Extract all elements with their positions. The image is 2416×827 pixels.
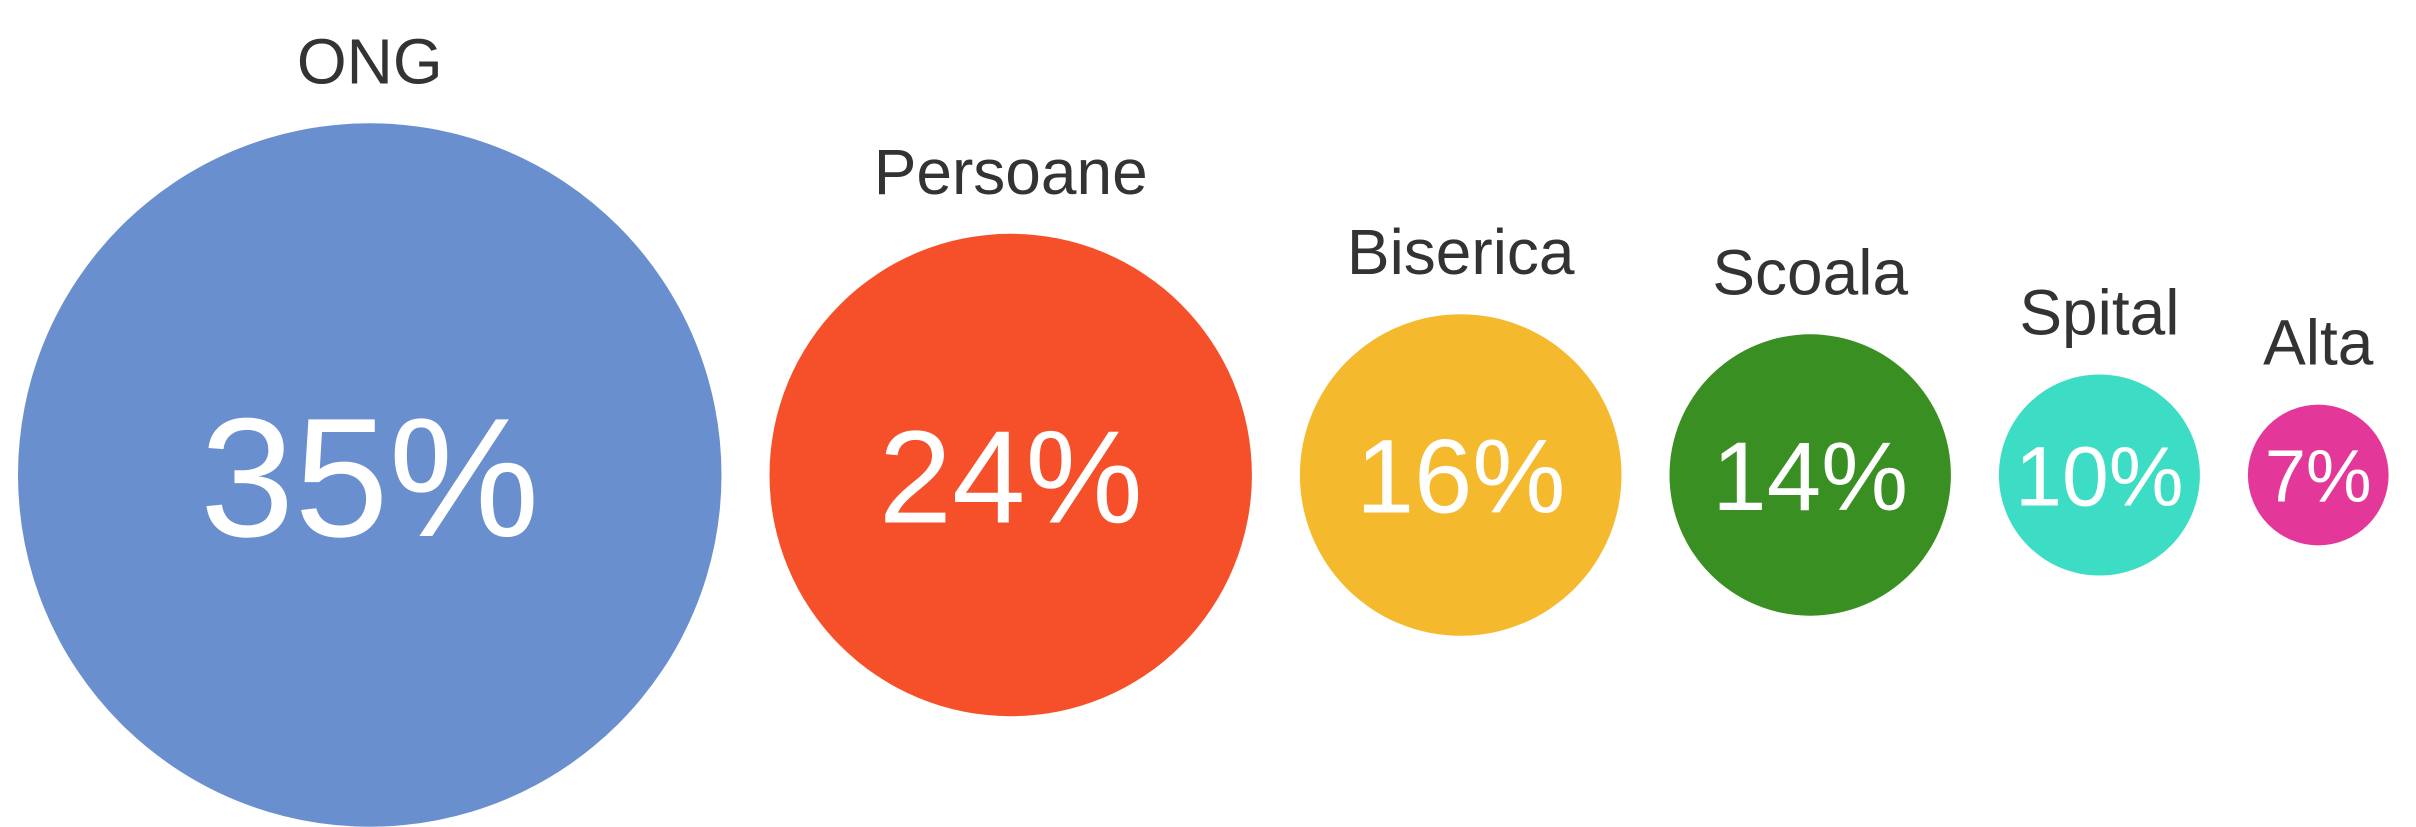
category-label: ONG bbox=[297, 25, 443, 97]
value-label: 24% bbox=[879, 404, 1143, 551]
category-label: Biserica bbox=[1347, 216, 1575, 288]
value-label: 35% bbox=[200, 382, 539, 572]
value-label: 7% bbox=[2265, 435, 2372, 518]
value-label: 14% bbox=[1712, 421, 1908, 531]
bubble bbox=[1998, 374, 2200, 576]
bubble bbox=[2247, 404, 2389, 546]
category-label: Spital bbox=[2019, 277, 2179, 349]
category-label: Alta bbox=[2263, 307, 2374, 379]
bubble bbox=[1299, 314, 1622, 636]
value-label: 16% bbox=[1356, 419, 1565, 536]
category-label: Persoane bbox=[874, 136, 1148, 208]
value-label: 10% bbox=[2015, 429, 2183, 523]
category-label: Scoala bbox=[1712, 236, 1908, 308]
bubble bbox=[769, 233, 1252, 717]
bubble bbox=[18, 123, 722, 827]
bubble bbox=[1669, 334, 1951, 616]
